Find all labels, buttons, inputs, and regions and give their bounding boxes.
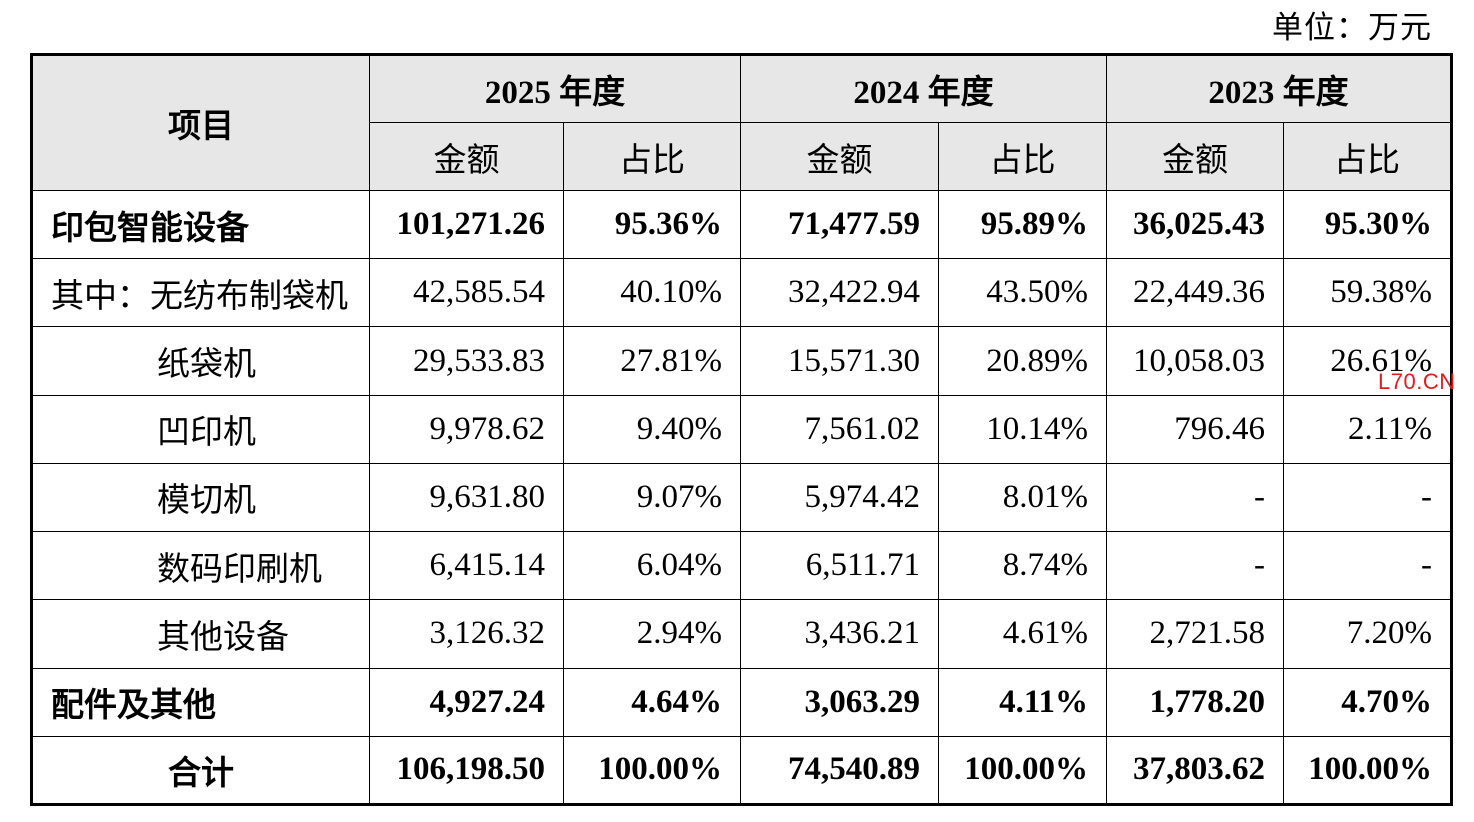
header-ratio: 占比 [563, 122, 741, 191]
ratio-cell: 95.89% [938, 189, 1107, 260]
amount-cell: 22,449.36 [1106, 258, 1284, 328]
amount-cell: 6,511.71 [740, 531, 939, 601]
row-label: 印包智能设备 [31, 189, 370, 260]
amount-cell: 9,631.80 [369, 462, 564, 533]
header-amount: 金额 [369, 122, 564, 191]
header-row-years: 项目 2025 年度 2024 年度 2023 年度 [31, 54, 1452, 191]
amount-cell: 3,126.32 [369, 599, 564, 669]
ratio-cell: 95.36% [563, 189, 741, 260]
header-year-2024: 2024 年度 [740, 54, 1107, 123]
ratio-cell: 4.64% [563, 667, 741, 737]
amount-cell: 7,561.02 [740, 394, 939, 464]
header-year-2023: 2023 年度 [1106, 54, 1452, 123]
amount-cell: 3,063.29 [740, 667, 939, 737]
table-row: 纸袋机 29,533.83 27.81% 15,571.30 20.89% 10,058.… [31, 326, 1452, 396]
table-body: 印包智能设备 101,271.26 95.36% 71,477.59 95.89% 36,… [31, 189, 1452, 806]
header-amount: 金额 [1106, 122, 1284, 191]
header-ratio: 占比 [938, 122, 1107, 191]
ratio-cell: 43.50% [938, 258, 1107, 328]
table-row: 凹印机 9,978.62 9.40% 7,561.02 10.14% 796.46 2.11… [31, 394, 1452, 464]
ratio-cell: 10.14% [938, 394, 1107, 464]
row-label: 合计 [31, 735, 370, 806]
ratio-cell: 26.61% [1283, 326, 1452, 396]
amount-cell: 15,571.30 [740, 326, 939, 396]
table-row: 合计 106,198.50 100.00% 74,540.89 100.00% 37,80… [31, 735, 1452, 806]
row-label: 纸袋机 [31, 326, 370, 396]
amount-cell: 9,978.62 [369, 394, 564, 464]
header-amount: 金额 [740, 122, 939, 191]
ratio-cell: 59.38% [1283, 258, 1452, 328]
row-label: 数码印刷机 [31, 531, 370, 601]
table-row: 配件及其他 4,927.24 4.64% 3,063.29 4.11% 1,778.20 4… [31, 667, 1452, 737]
amount-cell: - [1106, 462, 1284, 533]
row-label: 配件及其他 [31, 667, 370, 737]
row-label: 凹印机 [31, 394, 370, 464]
ratio-cell: 2.94% [563, 599, 741, 669]
amount-cell: 10,058.03 [1106, 326, 1284, 396]
table-row: 印包智能设备 101,271.26 95.36% 71,477.59 95.89% 36,… [31, 189, 1452, 260]
amount-cell: 796.46 [1106, 394, 1284, 464]
unit-label: 单位：万元 [1272, 10, 1432, 46]
amount-cell: 3,436.21 [740, 599, 939, 669]
amount-cell: 32,422.94 [740, 258, 939, 328]
ratio-cell: 6.04% [563, 531, 741, 601]
ratio-cell: 100.00% [1283, 735, 1452, 806]
ratio-cell: 9.07% [563, 462, 741, 533]
ratio-cell: 100.00% [563, 735, 741, 806]
amount-cell: 74,540.89 [740, 735, 939, 806]
table-row: 其中：无纺布制袋机 42,585.54 40.10% 32,422.94 43.50% 2… [31, 258, 1452, 328]
table-row: 模切机 9,631.80 9.07% 5,974.42 8.01% - - [31, 462, 1452, 533]
amount-cell: 42,585.54 [369, 258, 564, 328]
ratio-cell: 8.01% [938, 462, 1107, 533]
ratio-cell: 20.89% [938, 326, 1107, 396]
header-year-2025: 2025 年度 [369, 54, 741, 123]
ratio-cell: 2.11% [1283, 394, 1452, 464]
amount-cell: 2,721.58 [1106, 599, 1284, 669]
row-label: 其中：无纺布制袋机 [31, 258, 370, 328]
header-ratio: 占比 [1283, 122, 1452, 191]
amount-cell: 37,803.62 [1106, 735, 1284, 806]
row-label: 模切机 [31, 462, 370, 533]
ratio-cell: 7.20% [1283, 599, 1452, 669]
amount-cell: 1,778.20 [1106, 667, 1284, 737]
amount-cell: 106,198.50 [369, 735, 564, 806]
ratio-cell: - [1283, 531, 1452, 601]
amount-cell: 101,271.26 [369, 189, 564, 260]
table-row: 数码印刷机 6,415.14 6.04% 6,511.71 8.74% - - [31, 531, 1452, 601]
ratio-cell: 4.61% [938, 599, 1107, 669]
revenue-table: 项目 2025 年度 2024 年度 2023 年度 金额 占比 金额 占比 金… [30, 53, 1453, 806]
amount-cell: 5,974.42 [740, 462, 939, 533]
amount-cell: 36,025.43 [1106, 189, 1284, 260]
amount-cell: - [1106, 531, 1284, 601]
table-row: 其他设备 3,126.32 2.94% 3,436.21 4.61% 2,721.58 7.… [31, 599, 1452, 669]
ratio-cell: - [1283, 462, 1452, 533]
ratio-cell: 27.81% [563, 326, 741, 396]
ratio-cell: 40.10% [563, 258, 741, 328]
amount-cell: 6,415.14 [369, 531, 564, 601]
ratio-cell: 95.30% [1283, 189, 1452, 260]
amount-cell: 29,533.83 [369, 326, 564, 396]
amount-cell: 4,927.24 [369, 667, 564, 737]
ratio-cell: 8.74% [938, 531, 1107, 601]
ratio-cell: 4.70% [1283, 667, 1452, 737]
ratio-cell: 9.40% [563, 394, 741, 464]
header-row-metrics: 金额 占比 金额 占比 金额 占比 [32, 122, 1452, 191]
amount-cell: 71,477.59 [740, 189, 939, 260]
ratio-cell: 4.11% [938, 667, 1107, 737]
row-label: 其他设备 [31, 599, 370, 669]
header-item: 项目 [31, 54, 370, 191]
ratio-cell: 100.00% [938, 735, 1107, 806]
watermark: L70.CN [1378, 369, 1456, 394]
